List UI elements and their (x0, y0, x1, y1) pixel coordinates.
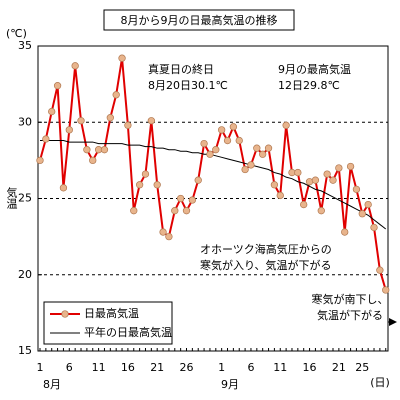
chart-title: 8月から9月の日最高気温の推移 (121, 13, 278, 27)
x-tick-label: 25 (355, 361, 369, 374)
x-tick-label: 16 (121, 361, 135, 374)
marker (124, 121, 132, 129)
marker (130, 207, 138, 215)
month-label: 8月 (43, 378, 61, 391)
x-tick-label: 6 (66, 361, 73, 374)
marker (270, 181, 279, 189)
marker (259, 150, 267, 158)
annotation: オホーツク海高気圧からの (200, 242, 332, 256)
marker (223, 136, 232, 145)
marker (147, 117, 155, 125)
marker (253, 144, 261, 152)
y-axis-label: 気温 (5, 186, 18, 209)
marker (323, 170, 331, 178)
marker (188, 196, 197, 204)
title-box (103, 9, 295, 31)
marker (370, 223, 378, 232)
marker (77, 117, 85, 125)
marker (311, 176, 320, 184)
marker (329, 176, 337, 184)
marker (206, 150, 214, 158)
x-tick-label: 6 (247, 361, 254, 374)
marker (247, 161, 255, 169)
marker (335, 164, 343, 172)
x-tick-label: 16 (303, 361, 317, 374)
marker (218, 126, 226, 134)
marker (171, 207, 179, 215)
annotation: 8月20日30.1℃ (148, 79, 228, 92)
marker (53, 81, 62, 90)
marker (352, 185, 361, 194)
marker (382, 286, 390, 294)
y-unit: (℃) (6, 27, 27, 40)
marker (346, 162, 355, 171)
x-tick-label: 26 (180, 361, 194, 374)
marker (141, 170, 150, 178)
marker (194, 176, 202, 184)
marker (159, 228, 167, 236)
marker (165, 232, 173, 241)
x-tick-label: 1 (37, 361, 44, 374)
legend-box (43, 301, 173, 345)
marker (36, 156, 44, 165)
marker (42, 135, 50, 143)
marker (235, 136, 243, 145)
marker (212, 146, 220, 154)
marker (48, 107, 56, 116)
marker (106, 114, 114, 122)
x-unit: (日) (370, 376, 390, 389)
y-tick-label: 15 (18, 344, 32, 357)
marker (200, 139, 208, 148)
legend-label: 平年の日最高気温 (84, 325, 172, 339)
marker (317, 207, 325, 215)
x-tick-label: 21 (150, 361, 164, 374)
marker (282, 121, 290, 129)
marker (358, 210, 366, 218)
x-tick-label: 11 (273, 361, 287, 374)
annotation: 寒気が南下し、 (312, 292, 389, 306)
annotation: 12日29.8℃ (278, 79, 340, 92)
y-tick-label: 30 (18, 115, 32, 128)
marker (229, 123, 238, 131)
y-tick-label: 35 (18, 39, 32, 52)
marker (100, 146, 109, 154)
marker (241, 165, 249, 174)
marker (182, 207, 191, 215)
marker (118, 54, 126, 62)
marker (341, 228, 349, 236)
marker (300, 200, 308, 209)
marker (59, 184, 68, 192)
legend-marker (61, 310, 69, 318)
legend-label: 日最高気温 (84, 306, 139, 320)
marker (89, 156, 97, 165)
annotation: 寒気が入り、気温が下がる (200, 258, 332, 272)
marker (264, 144, 273, 152)
marker (71, 62, 79, 70)
marker (364, 200, 372, 209)
y-tick-label: 25 (18, 192, 32, 205)
marker (65, 126, 73, 134)
y-tick-label: 20 (18, 268, 32, 281)
marker (176, 194, 185, 203)
month-label: 9月 (221, 378, 239, 391)
marker (294, 168, 302, 177)
x-tick-label: 11 (92, 361, 106, 374)
x-tick-label: 1 (218, 361, 225, 374)
marker (276, 191, 284, 200)
marker (376, 266, 384, 274)
marker (153, 181, 161, 189)
x-tick-label: 21 (332, 361, 346, 374)
marker (83, 146, 91, 154)
annotation: 9月の最高気温 (278, 62, 351, 76)
marker (135, 181, 144, 189)
annotation: 気温が下がる (317, 308, 383, 322)
annotation: 真夏日の終日 (148, 62, 214, 76)
marker (112, 91, 120, 99)
